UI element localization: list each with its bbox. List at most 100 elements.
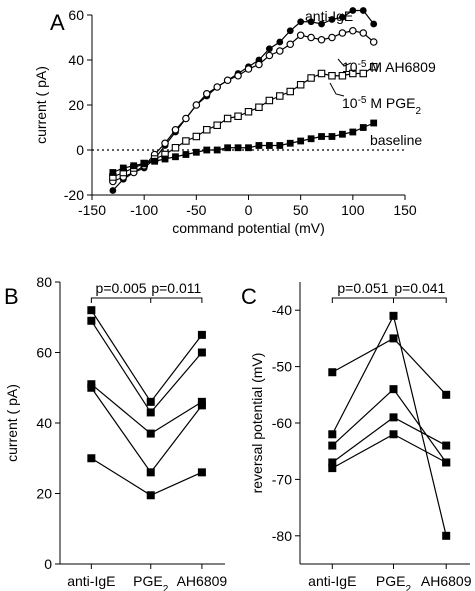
panel-c-p-value: p=0.041 (394, 280, 445, 296)
panel-a-point (244, 65, 253, 73)
panel-c-y-tick-label: -80 (272, 528, 292, 544)
panel-c-y-tick-label: -60 (272, 415, 292, 431)
panel-a-point (224, 144, 232, 152)
panel-c-point (442, 458, 451, 467)
panel-b-point (146, 397, 155, 406)
panel-a-point (192, 148, 200, 156)
panel-a-x-tick-label: 100 (341, 202, 365, 218)
panel-b-point (87, 383, 96, 392)
panel-a-point (328, 33, 336, 42)
panel-c-point (328, 464, 337, 473)
panel-c-point (442, 390, 451, 399)
panel-a-point (213, 121, 221, 130)
panel-a-point (328, 133, 336, 140)
panel-a-point (171, 144, 180, 152)
panel-a-point (265, 45, 273, 53)
panel-a-point (192, 101, 201, 109)
panel-c-y-tick-label: -40 (272, 302, 292, 318)
panel-c-series-line (331, 416, 447, 463)
panel-c-category-label: PGE2 (376, 573, 412, 591)
panel-a-point (286, 87, 294, 96)
panel-a-y-axis-label: current ( pA) (33, 66, 49, 144)
panel-a-y-tick-label: 40 (68, 52, 84, 68)
panel-c-point (442, 531, 451, 540)
panel-a-point (255, 103, 263, 112)
panel-c-p-value: p=0.051 (337, 280, 388, 296)
panel-a-point (297, 18, 305, 26)
panel-a-point (223, 76, 232, 85)
panel-b-category-label: AH6809 (177, 573, 228, 589)
panel-a-y-tick-label: 0 (76, 142, 84, 158)
panel-a-point (276, 142, 284, 149)
panel-a-point (119, 164, 127, 172)
panel-a-point (369, 38, 378, 46)
panel-b-point (87, 454, 96, 463)
panel-a-point (286, 139, 294, 147)
panel-a-y-tick-label: 60 (68, 7, 84, 23)
panel-a-point (245, 144, 252, 152)
panel-a-point (317, 35, 326, 44)
panel-a-point (234, 144, 242, 152)
panel-a-point (171, 125, 180, 134)
panel-c-label: C (241, 284, 257, 309)
panel-a-point (275, 47, 284, 55)
panel-b-point (146, 468, 155, 477)
panel-a-point (359, 124, 367, 131)
panel-b-point (87, 316, 96, 325)
panel-c-series-line (332, 337, 447, 396)
panel-c-point (389, 430, 398, 439)
panel-a-point (359, 29, 368, 37)
panel-a-point (307, 74, 315, 82)
panel-a-point (318, 20, 325, 28)
panel-b-point (87, 306, 96, 315)
panel-a-label-leader (337, 58, 352, 67)
panel-c-point (328, 368, 337, 377)
panel-b-chart: 0 20 40 60 80 anti-IgE PGE2 AH6809 current ( pA)… (4, 274, 227, 591)
panel-c-point (389, 413, 398, 422)
panel-a-point (109, 169, 117, 176)
panel-a-point (172, 153, 179, 161)
panel-b-category-label: anti-IgE (67, 573, 115, 589)
panel-a-point (213, 83, 222, 91)
panel-a-point (255, 142, 263, 149)
panel-a-point (370, 119, 378, 127)
panel-a-point (349, 26, 357, 35)
panel-b-y-tick-label: 40 (36, 415, 52, 431)
panel-a-x-tick-label: -100 (130, 202, 158, 218)
panel-a-point (370, 20, 378, 28)
panel-a-point (213, 146, 221, 154)
panel-a-point (234, 112, 242, 121)
panel-a-point (349, 7, 357, 14)
panel-c-point (442, 441, 451, 450)
panel-a-point (338, 29, 347, 37)
panel-a-point (338, 72, 347, 80)
panel-c-point (389, 311, 398, 320)
panel-a-point (161, 139, 169, 148)
panel-c-point (328, 458, 337, 467)
panel-b-label: B (4, 284, 19, 309)
panel-a-point (265, 96, 274, 105)
panel-a-point (140, 160, 148, 167)
panel-a-point (296, 31, 305, 40)
panel-b-point (197, 401, 206, 410)
panel-b-y-axis-label: current ( pA) (4, 384, 20, 462)
panel-a-label-leader (329, 82, 345, 97)
panel-a-point (339, 130, 346, 138)
panel-a-series-line (112, 122, 374, 174)
panel-a-series-label-ah6809: 10-5 M AH6809 (342, 59, 436, 76)
panel-a-chart: -150 -100 -50 0 50 100 150 -20 0 20 40 60 command po… (33, 7, 436, 236)
panel-c-category-label: AH6809 (421, 573, 472, 589)
panel-c-category-label: anti-IgE (308, 573, 356, 589)
panel-a-point (203, 126, 211, 134)
panel-a-point (307, 18, 315, 26)
panel-b-point (146, 491, 155, 500)
panel-a-point (328, 16, 336, 23)
panel-b-significance-bracket (90, 297, 203, 303)
panel-b-series-line (90, 309, 203, 403)
panel-c-significance-bracket (331, 297, 447, 303)
panel-a-y-tick-label: -20 (64, 187, 84, 203)
panel-b-category-label: PGE2 (133, 573, 169, 591)
panel-c-series-line (331, 314, 447, 536)
panel-a-point (307, 33, 315, 42)
panel-c-y-tick-label: -50 (272, 359, 292, 375)
